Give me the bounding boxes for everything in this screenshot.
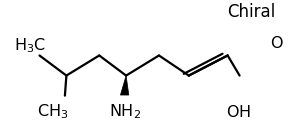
Polygon shape: [120, 76, 129, 95]
Text: Chiral: Chiral: [227, 3, 276, 21]
Text: $\mathregular{O}$: $\mathregular{O}$: [270, 35, 284, 51]
Text: $\mathregular{OH}$: $\mathregular{OH}$: [226, 104, 250, 120]
Text: $\mathregular{H_3C}$: $\mathregular{H_3C}$: [14, 36, 46, 55]
Text: $\mathregular{CH_3}$: $\mathregular{CH_3}$: [37, 103, 69, 121]
Text: $\mathregular{NH_2}$: $\mathregular{NH_2}$: [109, 103, 141, 121]
